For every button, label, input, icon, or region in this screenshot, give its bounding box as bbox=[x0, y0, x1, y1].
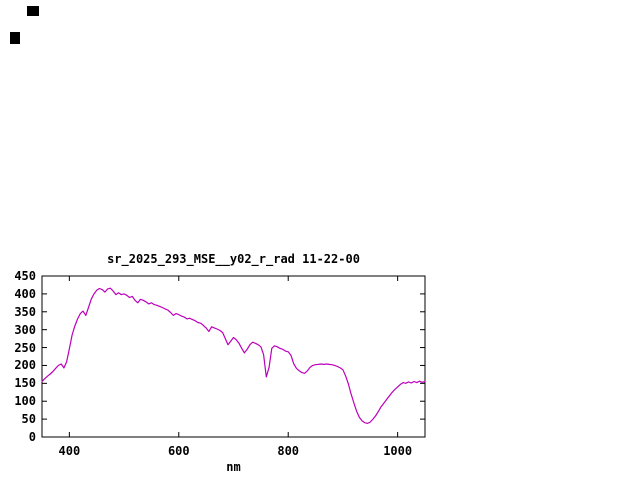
y-tick-label: 300 bbox=[14, 322, 36, 337]
chart-title: sr_2025_293_MSE__y02_r_rad 11-22-00 bbox=[107, 252, 360, 266]
x-tick-label: 1000 bbox=[383, 444, 413, 458]
y-tick-label: 450 bbox=[14, 269, 36, 283]
y-tick-label: 200 bbox=[14, 358, 36, 373]
plot-border bbox=[41, 275, 426, 438]
x-tick-label: 800 bbox=[277, 444, 300, 458]
y-tick-label: 350 bbox=[14, 304, 36, 319]
x-axis-label: nm bbox=[226, 460, 241, 474]
y-tick-label: 50 bbox=[21, 412, 36, 427]
screen-artifact-mark bbox=[10, 32, 20, 44]
y-tick-label: 400 bbox=[14, 286, 36, 301]
y-tick-label: 0 bbox=[28, 430, 36, 444]
y-tick-label: 150 bbox=[14, 376, 36, 391]
y-tick-label: 250 bbox=[14, 340, 36, 355]
series-line bbox=[41, 287, 426, 424]
y-tick-label: 100 bbox=[14, 394, 36, 409]
x-tick-label: 400 bbox=[58, 444, 81, 458]
screen-artifact-mark bbox=[27, 6, 39, 16]
x-tick-label: 600 bbox=[167, 444, 190, 458]
